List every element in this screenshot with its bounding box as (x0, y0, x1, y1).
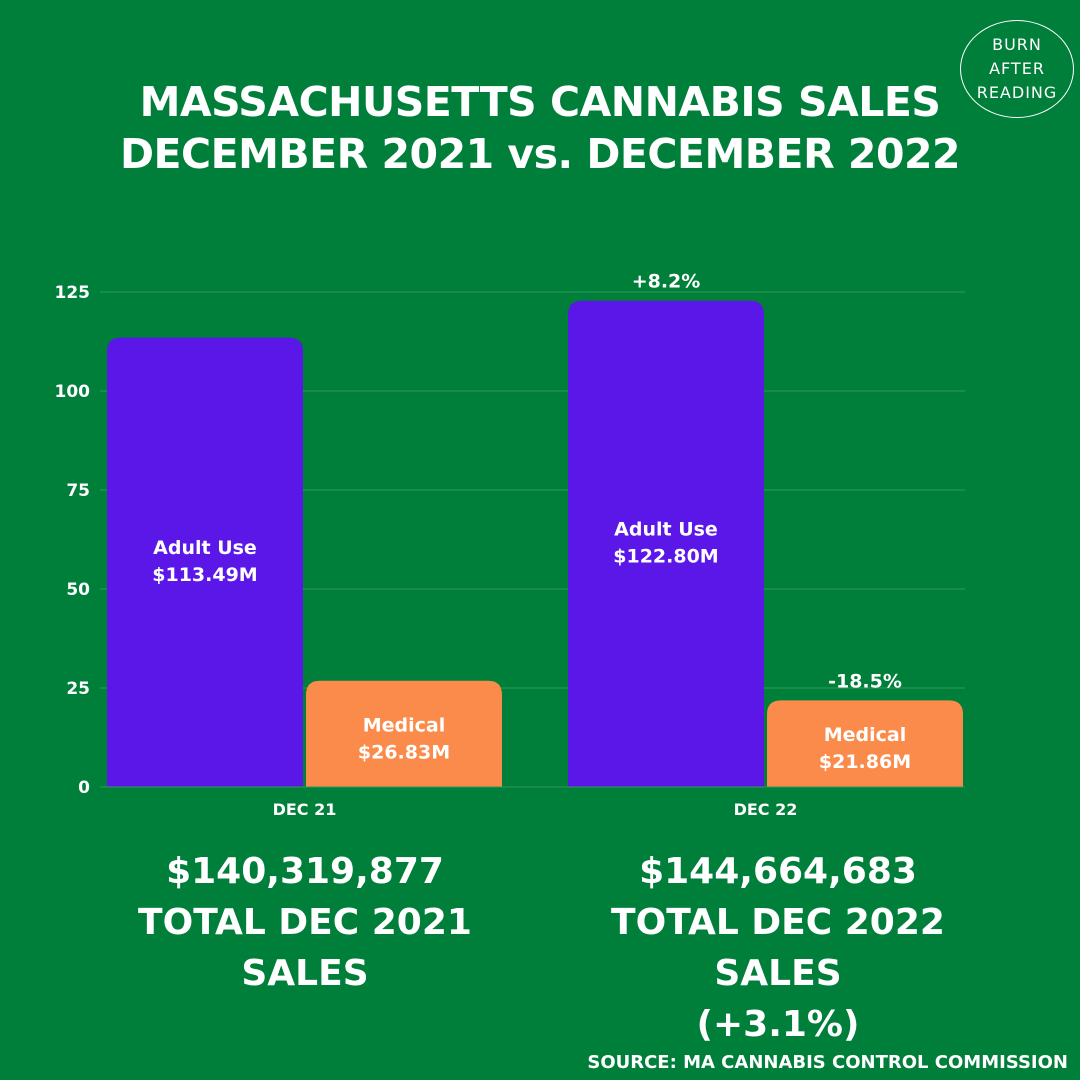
y-tick-75: 75 (66, 481, 90, 501)
bar-dec-21-series-1 (306, 680, 502, 787)
bar-label-dec-21-series-0-line-0: Adult Use (153, 537, 257, 559)
chart-title-line-1: MASSACHUSETTS CANNABIS SALES (139, 78, 941, 126)
chart-title: MASSACHUSETTS CANNABIS SALES DECEMBER 20… (60, 76, 1020, 180)
bar-dec-22-series-0 (568, 300, 764, 787)
bar-label-dec-22-series-0-line-0: Adult Use (614, 518, 718, 540)
x-tick-dec-21: DEC 21 (273, 800, 337, 819)
bar-dec-21-series-0 (107, 337, 303, 787)
bar-label-dec-21-series-1-line-1: $26.83M (358, 741, 450, 763)
y-tick-125: 125 (55, 283, 91, 303)
y-tick-100: 100 (55, 382, 91, 402)
chart-title-line-2: DECEMBER 2021 vs. DECEMBER 2022 (119, 130, 961, 178)
logo-line-3: READING (976, 83, 1058, 102)
bar-label-dec-21-series-0-line-1: $113.49M (152, 564, 257, 586)
bar-label-dec-21-series-1-line-0: Medical (363, 714, 446, 736)
total-dec-2021-amount: $140,319,877 (166, 851, 444, 892)
source-note: SOURCE: MA CANNABIS CONTROL COMMISSION (587, 1052, 1068, 1073)
total-dec-2021-label: TOTAL DEC 2021 SALES (138, 902, 472, 994)
burn-after-reading-logo: BURN AFTER READING (960, 20, 1074, 118)
y-tick-0: 0 (78, 778, 90, 798)
total-dec-2022: $144,664,683 TOTAL DEC 2022 SALES (+3.1%… (548, 846, 1008, 1050)
annotation-1: -18.5% (828, 670, 902, 692)
bar-dec-22-series-1 (767, 700, 963, 787)
x-tick-dec-22: DEC 22 (734, 800, 798, 819)
annotation-0: +8.2% (632, 271, 701, 293)
bar-label-dec-22-series-1-line-0: Medical (824, 724, 907, 746)
bar-label-dec-22-series-1-line-1: $21.86M (819, 751, 911, 773)
total-dec-2022-amount: $144,664,683 (639, 851, 917, 892)
logo-line-2: AFTER (989, 59, 1045, 78)
logo-line-1: BURN (992, 35, 1042, 54)
y-tick-50: 50 (66, 580, 90, 600)
y-tick-25: 25 (66, 679, 90, 699)
total-dec-2022-change: (+3.1%) (696, 1004, 860, 1045)
bar-label-dec-22-series-0-line-1: $122.80M (613, 545, 718, 567)
total-dec-2022-label: TOTAL DEC 2022 SALES (611, 902, 945, 994)
total-dec-2021: $140,319,877 TOTAL DEC 2021 SALES (75, 846, 535, 999)
